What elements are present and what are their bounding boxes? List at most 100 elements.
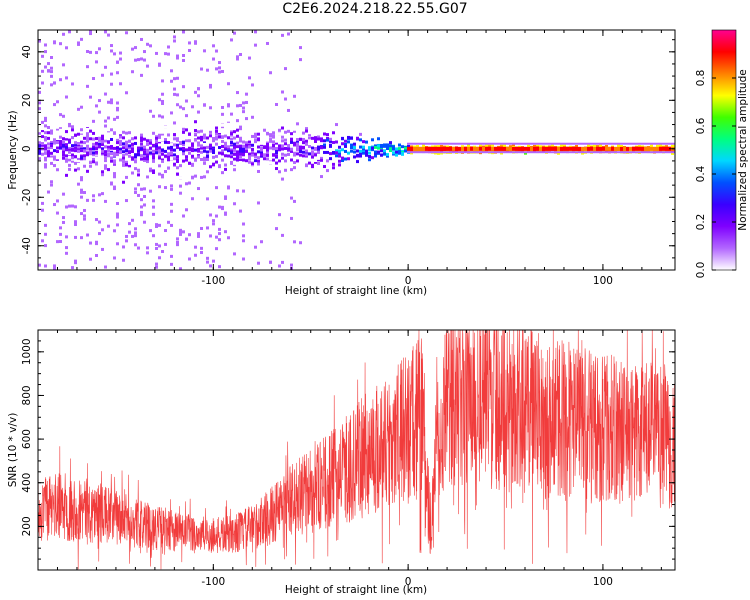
spectrogram-cell bbox=[143, 203, 146, 207]
spectrogram-cell bbox=[95, 144, 98, 148]
spectrogram-cell bbox=[296, 152, 299, 156]
spectrogram-cell bbox=[185, 136, 188, 140]
spectrogram-cell bbox=[161, 99, 164, 103]
spectrogram-cell bbox=[38, 153, 41, 157]
spectrogram-cell bbox=[383, 152, 386, 156]
spectrogram-cell bbox=[170, 79, 173, 83]
spectrogram-cell bbox=[41, 142, 44, 146]
spectrogram-cell bbox=[59, 78, 62, 82]
spectrogram-cell bbox=[89, 150, 92, 154]
spectrogram-cell bbox=[224, 144, 227, 148]
spectrogram-cell bbox=[80, 149, 83, 153]
spectrogram-cell bbox=[68, 163, 71, 167]
spectrogram-cell bbox=[350, 149, 353, 153]
spectrogram-cell bbox=[251, 143, 254, 147]
spectrogram-cell bbox=[38, 151, 41, 155]
spectrogram-cell bbox=[50, 83, 53, 87]
spectrogram-cell bbox=[182, 214, 185, 218]
spectrogram-carrier bbox=[644, 146, 647, 151]
spectrogram-cell bbox=[110, 128, 113, 132]
spectrogram-cell bbox=[149, 146, 152, 150]
spectrogram-cell bbox=[341, 142, 344, 146]
spectrogram-halo bbox=[479, 151, 482, 154]
spectrogram-cell bbox=[167, 52, 170, 56]
spectrogram-cell bbox=[248, 155, 251, 159]
spectrogram-cell bbox=[305, 142, 308, 146]
spectrogram-cell bbox=[209, 234, 212, 238]
spectrogram-cell bbox=[188, 257, 191, 261]
spectrogram-cell bbox=[281, 90, 284, 94]
spectrogram-cell bbox=[167, 166, 170, 170]
spectrogram-cell bbox=[134, 159, 137, 163]
spectrogram-cell bbox=[203, 149, 206, 153]
spectrogram-cell bbox=[614, 149, 617, 153]
spectrogram-halo bbox=[593, 142, 596, 145]
spectrogram-cell bbox=[71, 82, 74, 86]
spectrogram-cell bbox=[155, 132, 158, 136]
spectrogram-cell bbox=[176, 103, 179, 107]
spectrogram-cell bbox=[215, 132, 218, 136]
spectrogram-cell bbox=[215, 154, 218, 158]
spectrogram-cell bbox=[344, 149, 347, 153]
spectrogram-cell bbox=[311, 165, 314, 169]
spectrogram-cell bbox=[47, 146, 50, 150]
spectrogram-cell bbox=[83, 217, 86, 221]
spectrogram-cell bbox=[50, 183, 53, 187]
spectrogram-halo bbox=[464, 142, 467, 145]
spectrogram-cell bbox=[164, 242, 167, 246]
spectrogram-halo bbox=[539, 151, 542, 154]
spectrogram-cell bbox=[95, 161, 98, 165]
spectrogram-cell bbox=[161, 152, 164, 156]
spectrogram-cell bbox=[242, 101, 245, 105]
spectrogram-cell bbox=[95, 104, 98, 108]
spectrogram-cell bbox=[56, 139, 59, 143]
spectrogram-cell bbox=[164, 170, 167, 174]
spectrogram-cell bbox=[44, 151, 47, 155]
spectrogram-cell bbox=[50, 70, 53, 74]
spectrogram-cell bbox=[149, 151, 152, 155]
spectrogram-cell bbox=[161, 175, 164, 179]
spectrogram-cell bbox=[41, 124, 44, 128]
spectrogram-halo bbox=[668, 142, 671, 145]
spectrogram-cell bbox=[302, 154, 305, 158]
spectrogram-cell bbox=[131, 137, 134, 141]
spectrogram-cell bbox=[356, 153, 359, 157]
spectrogram-halo bbox=[488, 142, 491, 145]
spectrogram-cell bbox=[437, 145, 440, 149]
spectrogram-cell bbox=[101, 147, 104, 151]
spectrogram-cell bbox=[239, 139, 242, 143]
spectrogram-cell bbox=[386, 147, 389, 151]
spectrogram-cell bbox=[212, 137, 215, 141]
spectrogram-cell bbox=[242, 110, 245, 114]
spectrogram-carrier bbox=[572, 146, 575, 151]
spectrogram-cell bbox=[263, 175, 266, 179]
spectrogram-cell bbox=[47, 142, 50, 146]
spectrogram-cell bbox=[287, 139, 290, 143]
spectrogram-cell bbox=[221, 149, 224, 153]
spectrogram-cell bbox=[140, 147, 143, 151]
spectrogram-cell bbox=[80, 156, 83, 160]
spectrogram-cell bbox=[302, 141, 305, 145]
spectrogram-cell bbox=[266, 132, 269, 136]
spectrogram-cell bbox=[110, 137, 113, 141]
spectrogram-cell bbox=[284, 125, 287, 129]
spectrogram-cell bbox=[368, 155, 371, 159]
spectrogram-carrier bbox=[611, 146, 614, 151]
spectrogram-cell bbox=[128, 161, 131, 165]
spectrogram-cell bbox=[74, 161, 77, 165]
spectrogram-cell bbox=[125, 234, 128, 238]
spectrogram-cell bbox=[260, 153, 263, 157]
spectrogram-cell bbox=[143, 154, 146, 158]
spectrogram-cell bbox=[50, 129, 53, 133]
spectrogram-cell bbox=[104, 30, 107, 34]
spectrogram-cell bbox=[53, 203, 56, 207]
spectrogram-cell bbox=[308, 164, 311, 168]
spectrogram-cell bbox=[227, 186, 230, 190]
spectrogram-cell bbox=[362, 140, 365, 144]
spectrogram-halo bbox=[419, 142, 422, 145]
spectrogram-cell bbox=[83, 161, 86, 165]
spectrogram-cell bbox=[350, 143, 353, 147]
spectrogram-cell bbox=[239, 127, 242, 131]
spectrogram-cell bbox=[266, 145, 269, 149]
